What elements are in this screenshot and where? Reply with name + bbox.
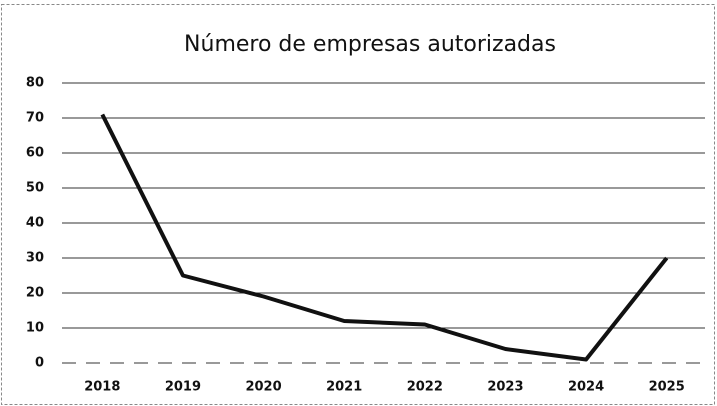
x-tick-label: 2022 [407, 380, 443, 395]
chart-title: Número de empresas autorizadas [184, 32, 556, 57]
y-tick-label: 80 [26, 76, 44, 91]
x-tick-label: 2018 [84, 380, 120, 395]
y-tick-label: 60 [26, 146, 44, 161]
x-tick-label: 2023 [487, 380, 523, 395]
x-tick-label: 2021 [326, 380, 362, 395]
y-tick-label: 50 [26, 181, 44, 196]
chart-border [1, 4, 715, 405]
x-tick-label: 2025 [649, 380, 685, 395]
x-tick-label: 2020 [245, 380, 281, 395]
y-tick-label: 70 [26, 111, 44, 126]
y-tick-label: 30 [26, 251, 44, 266]
y-tick-label: 0 [35, 356, 44, 371]
line-series [100, 113, 669, 362]
x-tick-label: 2024 [568, 380, 604, 395]
y-tick-label: 40 [26, 216, 44, 231]
x-tick-label: 2019 [165, 380, 201, 395]
y-tick-label: 20 [26, 286, 44, 301]
y-tick-label: 10 [26, 321, 44, 336]
